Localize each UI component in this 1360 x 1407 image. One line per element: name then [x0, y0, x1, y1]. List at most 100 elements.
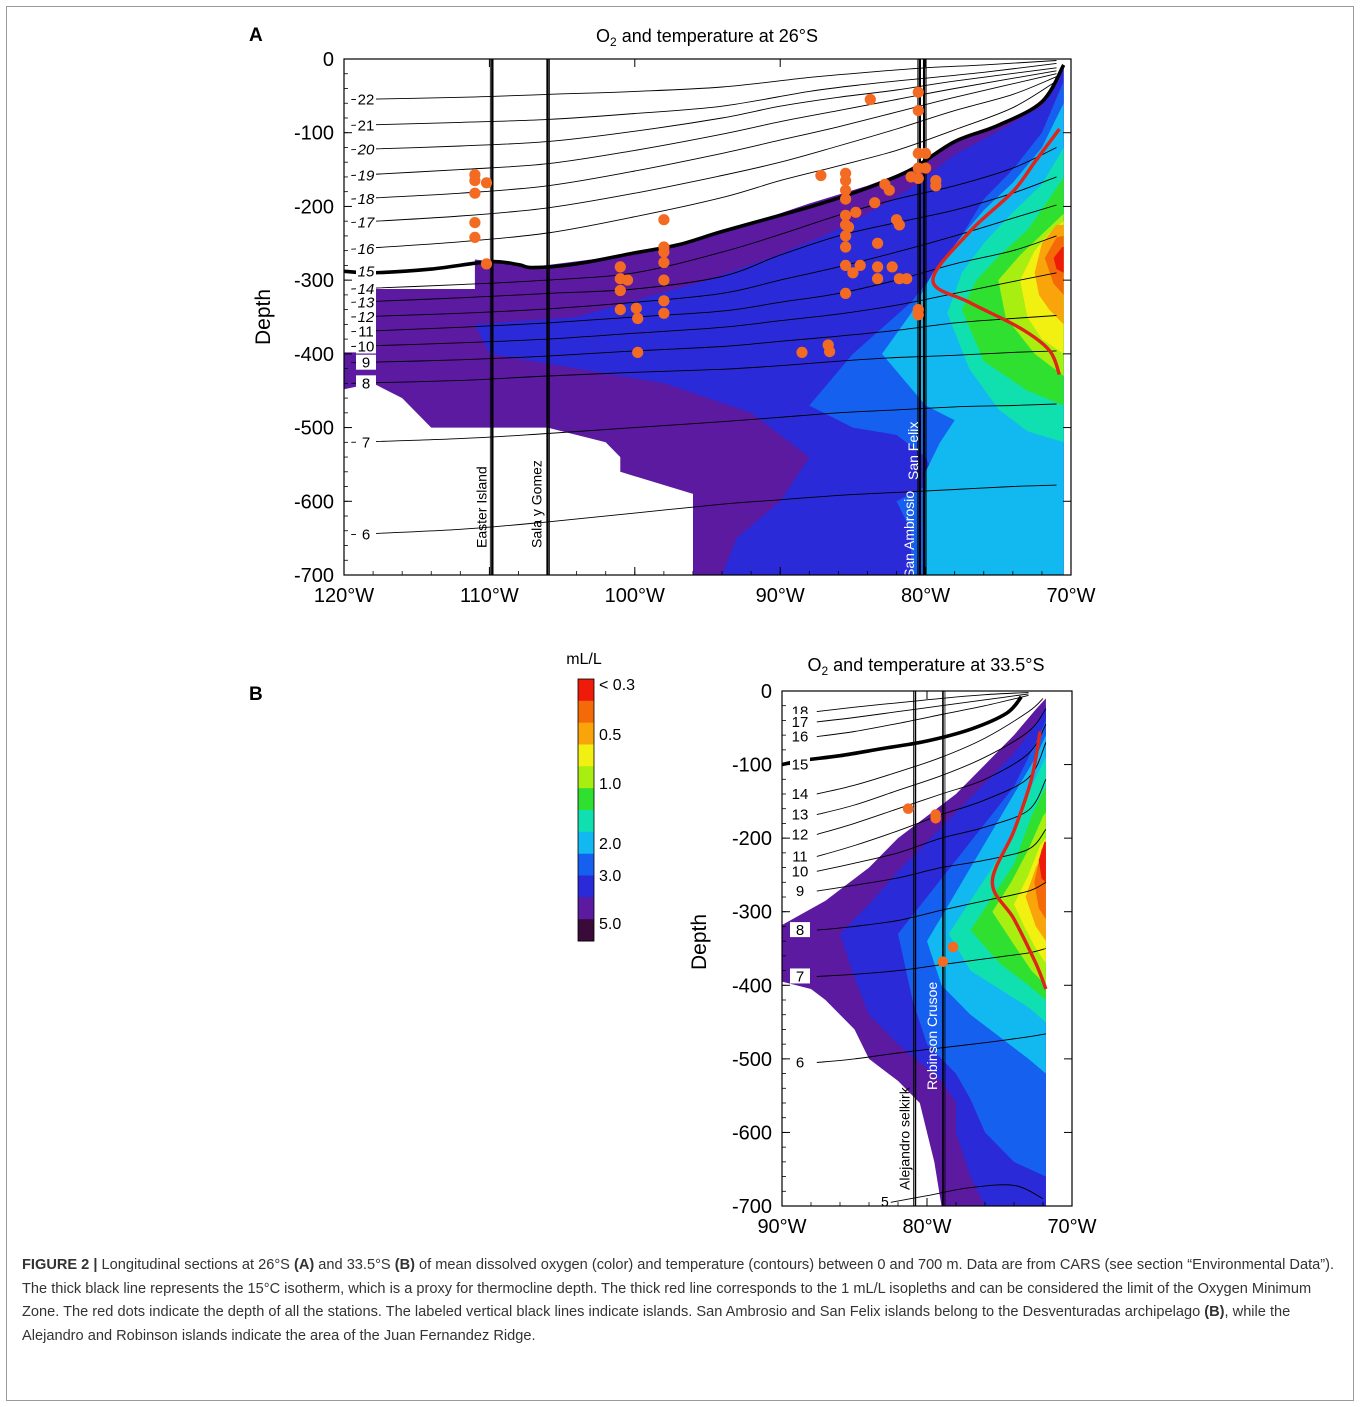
station-dot	[840, 287, 852, 299]
isotherm-label-bg	[790, 968, 810, 984]
isotherm-label: 14	[358, 281, 375, 298]
island-label: San Felix	[905, 422, 921, 480]
station-dot	[854, 259, 866, 271]
isotherm-label: 18	[358, 191, 375, 208]
panel-a: A O2 and temperature at 26°S 22212019181…	[249, 25, 1096, 607]
station-dot	[872, 237, 884, 249]
colorbar-cell	[578, 679, 594, 702]
isotherm-label-bg	[356, 167, 376, 183]
y-tick-label: 0	[761, 681, 772, 703]
island-labels-a: Easter Island Sala y Gomez San Ambrosio San…	[473, 422, 921, 578]
isotherm-label: 9	[796, 883, 804, 900]
isotherm-line	[351, 67, 1057, 151]
station-dot	[480, 177, 493, 189]
station-dot	[920, 162, 932, 174]
figure-frame	[6, 6, 1354, 1401]
caption-text-4: , while the Alejandro and Robinson islan…	[22, 1304, 1291, 1344]
station-dot	[840, 193, 852, 205]
isotherm-label-bg	[356, 141, 376, 157]
isotherm-label: 6	[796, 1055, 804, 1072]
colorbar-label: 3.0	[599, 868, 621, 885]
isotherm-line	[351, 315, 1057, 364]
station-dot	[947, 941, 959, 953]
colorbar-label: 1.0	[599, 776, 621, 793]
caption-text-1: Longitudinal sections at 26°S	[101, 1257, 294, 1273]
colorbar-cell	[578, 875, 594, 898]
isotherm-line	[351, 147, 1057, 290]
station-dot	[658, 274, 670, 286]
isotherm-label-bg	[790, 1054, 810, 1070]
isotherm-label-bg	[790, 728, 810, 744]
x-tick-label: 70°W	[1046, 585, 1095, 607]
oxygen-band	[1044, 235, 1064, 295]
station-dot	[658, 214, 670, 226]
isotherm-label: 16	[792, 729, 809, 746]
caption-text-3: of mean dissolved oxygen (color) and tem…	[22, 1257, 1335, 1320]
station-dot	[930, 813, 941, 824]
colorbar-label: < 0.3	[599, 677, 635, 694]
station-dot	[796, 346, 808, 358]
x-tick-label: 80°W	[902, 1216, 951, 1238]
chart-title-a: O2 and temperature at 26°S	[596, 26, 818, 49]
isotherm-label-bg	[790, 806, 810, 822]
station-dot	[658, 295, 670, 307]
station-dot	[893, 219, 906, 231]
isotherm-line	[816, 693, 1029, 723]
station-dot	[872, 261, 884, 273]
isotherm-label-bg	[356, 309, 376, 324]
station-dot	[630, 302, 642, 314]
station-dot	[840, 209, 852, 221]
panel-b: B O2 and temperature at 33.5°S 181716151…	[249, 655, 1097, 1238]
colorbar-labels: < 0.3 0.5 1.0 2.0 3.0 5.0	[599, 677, 635, 933]
colorbar-cells	[577, 678, 595, 942]
isotherm-label: 7	[362, 434, 370, 451]
isotherm-label-bg	[356, 263, 376, 279]
isotherm-label: 13	[358, 294, 375, 311]
colorbar-cell	[578, 853, 594, 876]
station-dot	[469, 175, 481, 187]
figure-graphics: A O2 and temperature at 26°S 22212019181…	[249, 25, 1097, 1238]
isotherm-label: 10	[358, 338, 375, 355]
y-axis-label-a: Depth	[252, 289, 275, 345]
station-dot	[480, 258, 493, 270]
colorbar-label: 0.5	[599, 727, 621, 744]
station-dot	[920, 147, 932, 159]
station-dot	[912, 309, 924, 321]
station-dot	[614, 261, 626, 273]
station-dot	[912, 172, 924, 184]
station-dot	[469, 231, 481, 243]
y-tick-label: -600	[732, 1122, 772, 1144]
oxygen-fill-b	[782, 698, 1046, 1206]
caption-text-2: and 33.5°S	[314, 1257, 395, 1273]
oxygen-band	[1038, 841, 1046, 883]
isopleth-line	[931, 127, 1062, 376]
station-dot	[614, 284, 626, 297]
caption-bold-b2: (B)	[1204, 1304, 1225, 1320]
isotherm-label-bg	[790, 883, 810, 899]
y-tick-label: -200	[732, 828, 772, 850]
isotherm-label-bg	[356, 214, 376, 230]
colorbar-cell	[578, 788, 594, 811]
colorbar-cell	[578, 722, 594, 745]
isotherm-label-bg	[790, 863, 810, 879]
y-tick-label: -400	[732, 975, 772, 997]
isotherm-label: 21	[358, 117, 375, 134]
x-tick-label: 110°W	[460, 585, 519, 607]
isotherm-label-bg	[790, 756, 810, 772]
isotherm-line	[351, 60, 1057, 100]
station-dot	[872, 273, 884, 285]
station-dot	[869, 197, 881, 209]
station-dot	[840, 184, 852, 196]
station-dot	[901, 273, 913, 285]
isotherm-line	[351, 403, 1057, 443]
isotherm-label: 19	[358, 167, 375, 184]
station-dot	[930, 180, 942, 192]
isotherm-line	[351, 176, 1057, 303]
isotherm-line	[351, 70, 1057, 176]
isotherm-line	[816, 742, 1047, 857]
station-dot	[824, 346, 836, 358]
y-tick-label: -300	[732, 902, 772, 924]
isotherm-line	[351, 80, 1057, 250]
y-tick-label: -400	[294, 344, 334, 366]
